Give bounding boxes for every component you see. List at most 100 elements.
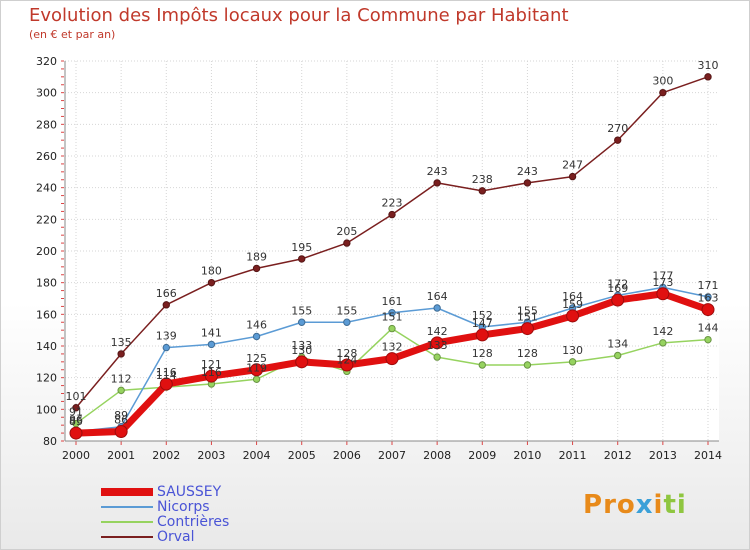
data-point-nicorps xyxy=(252,332,261,341)
data-label-nicorps: 161 xyxy=(382,295,403,308)
data-point-saussey xyxy=(611,293,625,307)
x-tick-label: 2011 xyxy=(559,449,587,462)
data-label-orval: 310 xyxy=(698,59,719,72)
data-label-saussey: 151 xyxy=(517,311,538,324)
data-label-orval: 300 xyxy=(652,75,673,88)
series-lines xyxy=(69,73,715,440)
y-tick-label: 80 xyxy=(43,435,57,448)
data-label-orval: 223 xyxy=(382,197,403,210)
data-label-nicorps: 141 xyxy=(201,326,222,339)
data-point-saussey xyxy=(520,322,534,336)
x-tick-label: 2006 xyxy=(333,449,361,462)
data-point-nicorps xyxy=(207,340,216,349)
x-tick-label: 2005 xyxy=(288,449,316,462)
data-point-nicorps xyxy=(298,318,306,326)
data-label-orval: 101 xyxy=(66,390,87,403)
x-tick-label: 2014 xyxy=(694,449,722,462)
chart-title: Evolution des Impôts locaux pour la Comm… xyxy=(29,5,569,26)
data-point-contrieres xyxy=(704,335,712,344)
data-label-orval: 189 xyxy=(246,250,267,263)
data-label-orval: 238 xyxy=(472,173,493,186)
data-point-orval xyxy=(207,278,216,287)
data-point-orval xyxy=(252,264,261,273)
x-tick-label: 2007 xyxy=(378,449,406,462)
legend-swatch-orval xyxy=(101,536,153,538)
data-label-nicorps: 89 xyxy=(114,409,128,422)
data-label-saussey: 163 xyxy=(698,292,719,305)
data-label-saussey: 132 xyxy=(382,341,403,354)
data-label-saussey: 85 xyxy=(69,415,83,428)
x-tick-label: 2004 xyxy=(243,449,271,462)
data-point-orval xyxy=(704,73,712,81)
data-point-saussey xyxy=(656,287,670,301)
data-label-nicorps: 155 xyxy=(291,304,312,317)
data-point-saussey xyxy=(114,425,128,438)
data-label-nicorps: 164 xyxy=(427,290,448,303)
data-label-nicorps: 139 xyxy=(156,330,177,343)
chart-subtitle: (en € et par an) xyxy=(29,28,116,41)
data-label-saussey: 116 xyxy=(156,366,177,379)
y-tick-label: 260 xyxy=(36,150,57,163)
y-tick-label: 120 xyxy=(36,372,57,385)
data-point-orval xyxy=(659,88,667,97)
data-point-contrieres xyxy=(659,339,667,347)
series-saussey xyxy=(69,287,715,440)
data-label-orval: 243 xyxy=(427,165,448,178)
grid xyxy=(65,60,719,442)
data-label-nicorps: 146 xyxy=(246,319,267,332)
data-label-contrieres: 133 xyxy=(291,339,312,352)
data-label-saussey: 169 xyxy=(607,282,628,295)
legend-label-contrieres: Contrières xyxy=(157,514,230,530)
data-point-saussey xyxy=(566,309,580,323)
data-label-contrieres: 116 xyxy=(201,366,222,379)
logo-letter: t xyxy=(663,490,677,520)
data-label-nicorps: 171 xyxy=(698,279,719,292)
data-point-saussey xyxy=(159,377,173,391)
data-label-orval: 135 xyxy=(111,336,132,349)
legend-label-nicorps: Nicorps xyxy=(157,499,210,515)
data-label-saussey: 86 xyxy=(114,414,128,427)
legend-label-orval: Orval xyxy=(157,529,195,545)
data-label-contrieres: 119 xyxy=(246,361,267,374)
data-point-saussey xyxy=(295,355,309,369)
data-point-orval xyxy=(162,301,170,309)
data-label-contrieres: 130 xyxy=(562,344,583,357)
data-point-nicorps xyxy=(343,318,351,326)
logo-letter: i xyxy=(653,490,664,520)
x-tick-label: 2010 xyxy=(513,449,541,462)
data-label-saussey: 173 xyxy=(652,276,673,289)
y-tick-label: 100 xyxy=(36,403,57,416)
data-point-saussey xyxy=(69,426,83,440)
data-point-orval xyxy=(117,350,125,358)
data-label-contrieres: 144 xyxy=(698,322,719,335)
x-tick-label: 2012 xyxy=(604,449,632,462)
y-tick-label: 280 xyxy=(36,118,57,131)
logo-letter: x xyxy=(635,490,654,520)
proxiti-logo: Proxiti xyxy=(583,490,687,520)
x-tick-label: 2002 xyxy=(152,449,180,462)
data-point-nicorps xyxy=(388,309,396,317)
data-point-contrieres xyxy=(523,361,532,369)
data-label-saussey: 121 xyxy=(201,358,222,371)
series-contrieres xyxy=(72,324,712,428)
data-point-contrieres xyxy=(478,361,486,369)
data-point-contrieres xyxy=(568,358,577,366)
x-tick-label: 2008 xyxy=(423,449,451,462)
data-label-nicorps: 86 xyxy=(69,414,83,427)
data-label-saussey: 125 xyxy=(246,352,267,365)
legend-swatch-saussey xyxy=(101,488,153,496)
data-point-orval xyxy=(614,136,622,144)
data-point-orval xyxy=(298,255,306,263)
data-label-nicorps: 152 xyxy=(472,309,493,322)
y-tick-label: 220 xyxy=(36,213,57,226)
data-point-contrieres xyxy=(252,375,261,383)
series-orval xyxy=(72,73,712,412)
data-label-nicorps: 164 xyxy=(562,290,583,303)
data-label-nicorps: 172 xyxy=(607,277,628,290)
x-tick-label: 2013 xyxy=(649,449,677,462)
data-label-contrieres: 133 xyxy=(427,339,448,352)
axes: 80 100 120 140 160 180 200 220 240 260 280 300 320 20… xyxy=(36,55,722,462)
legend-swatch-contrieres xyxy=(101,521,153,523)
